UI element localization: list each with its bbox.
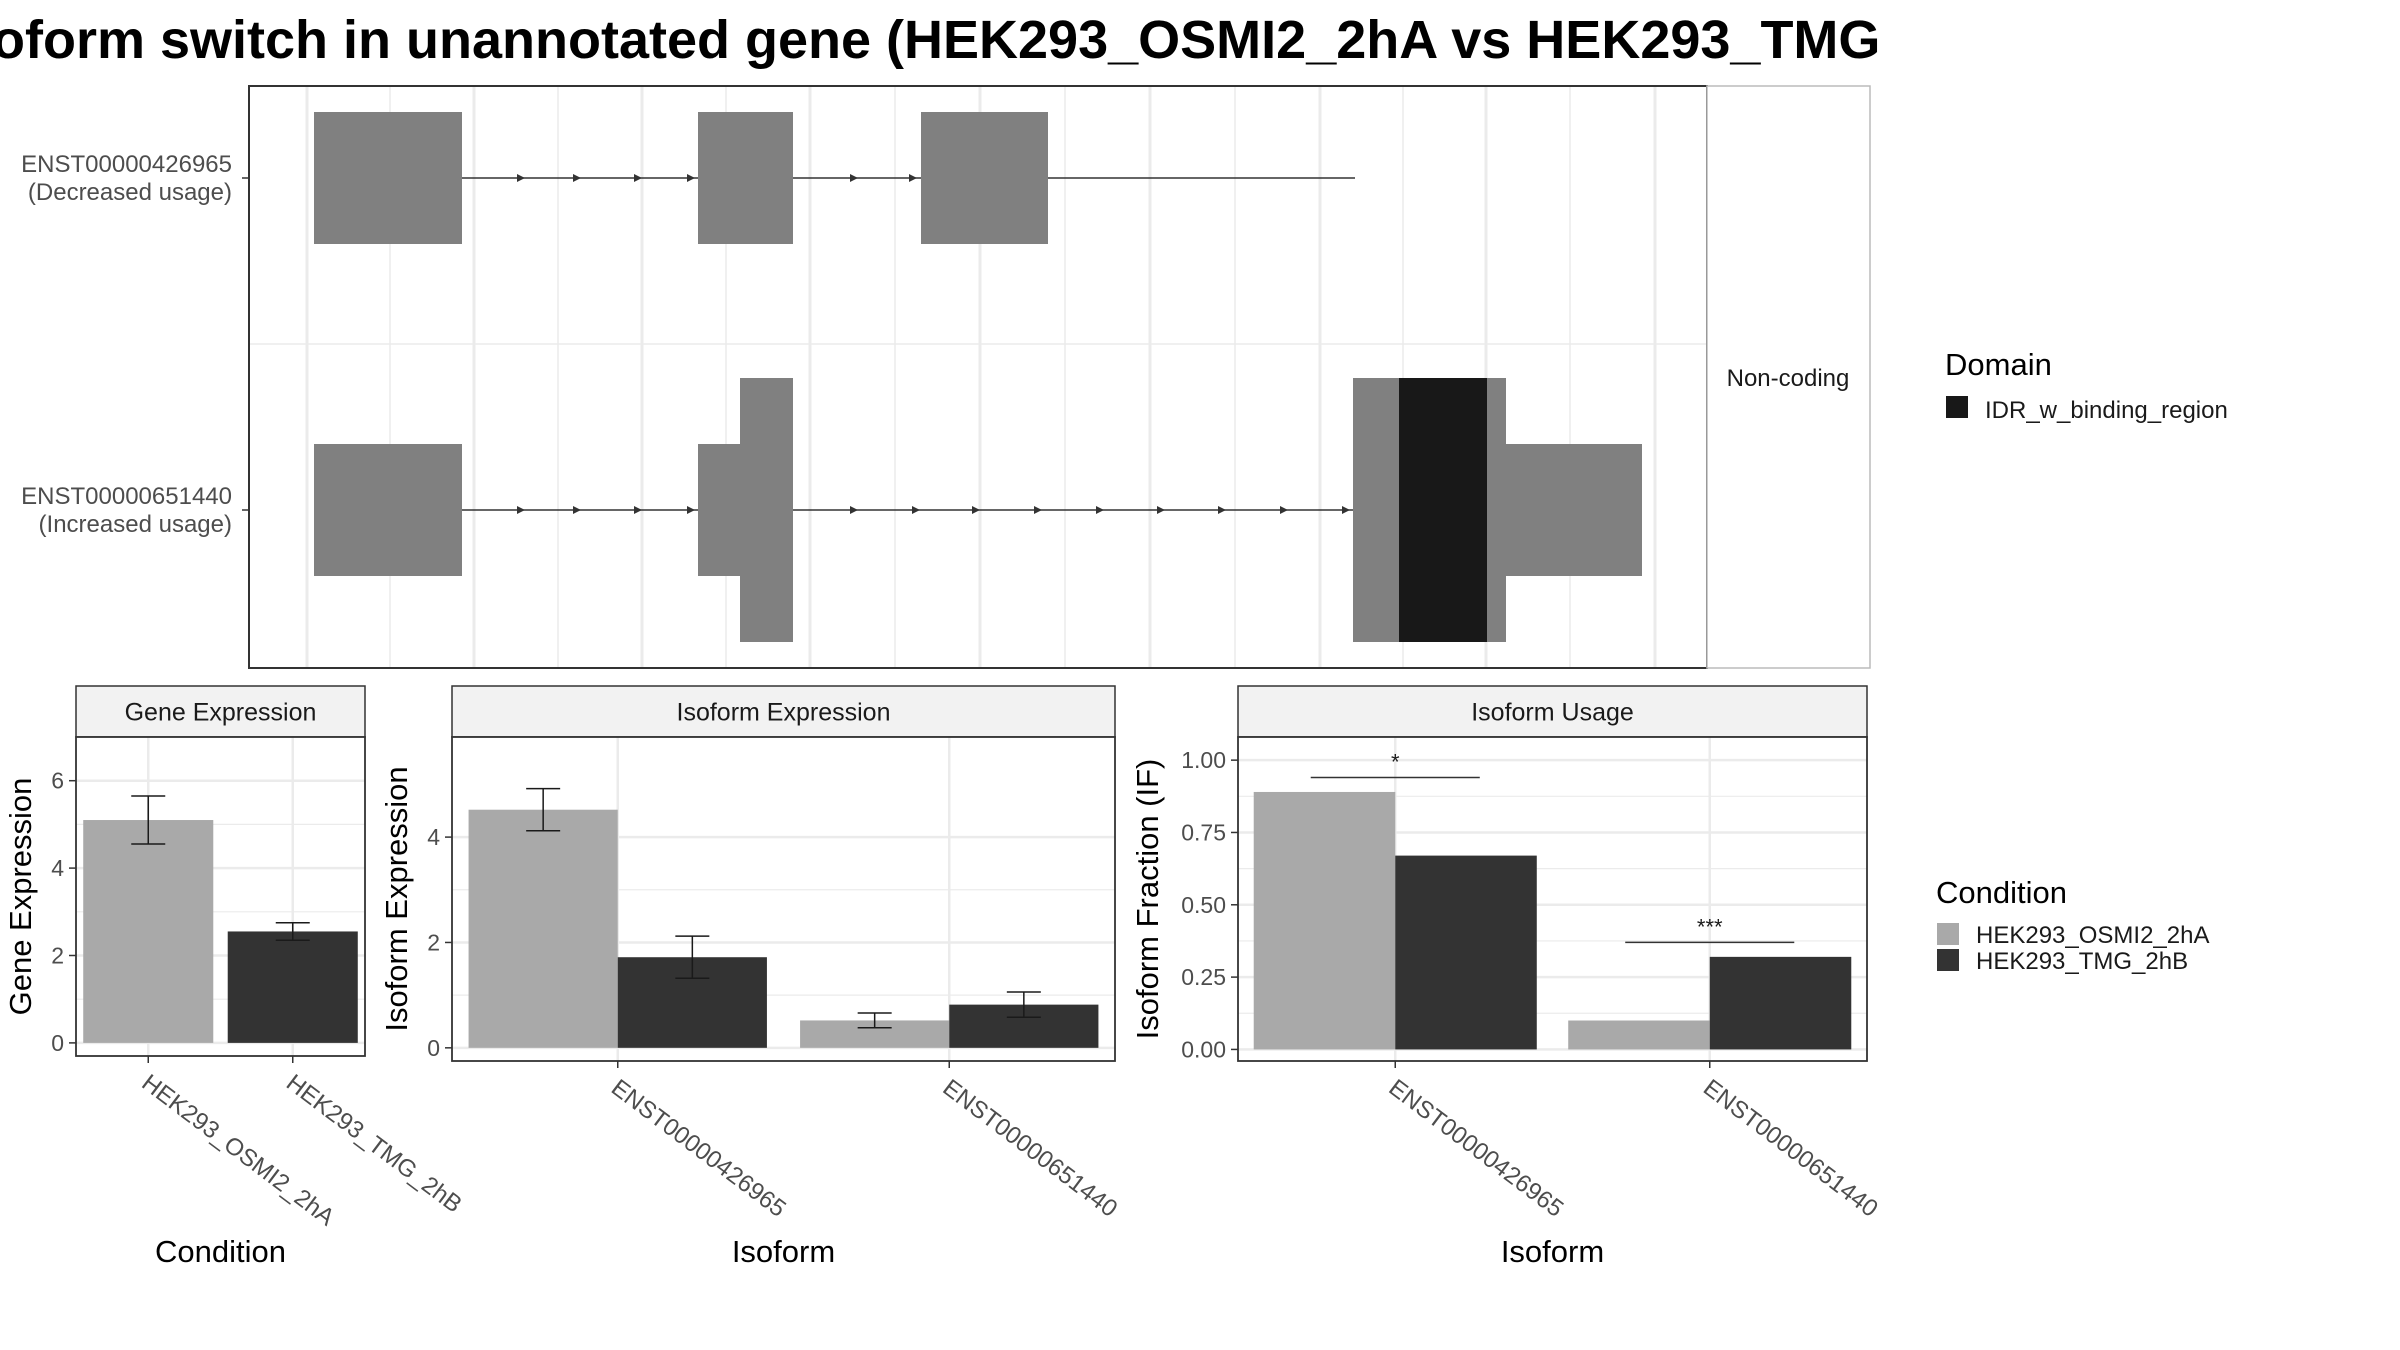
domain-block [1399,378,1487,642]
y-tick-label: 2 [51,942,64,968]
y-tick-label: 0.75 [1181,819,1226,845]
isoform-track [314,112,1355,244]
x-tick-label: ENST00000651440 [1698,1074,1883,1222]
intron-direction-arrow [972,506,980,514]
legend-swatch [1937,923,1959,945]
panel-strip-title: Isoform Usage [1471,699,1634,727]
intron-direction-arrow [1157,506,1165,514]
exon-block-coding [740,378,793,642]
intron-direction-arrow [850,506,858,514]
y-tick-label: 6 [51,768,64,794]
facet-strip [1706,85,1871,669]
intron-direction-arrow [1034,506,1042,514]
bar [227,931,358,1043]
panel-strip-title: Gene Expression [125,699,317,727]
legend-item-label: HEK293_TMG_2hB [1976,948,2188,975]
isoform-id-label: ENST00000651440 [21,483,232,510]
gene-expression-panel: Gene Expression0246HEK293_OSMI2_2hAHEK29… [3,685,467,1269]
bar [83,820,214,1043]
x-tick-label: ENST00000426965 [606,1074,791,1222]
intron-direction-arrow [912,506,920,514]
intron-direction-arrow [687,506,695,514]
legend-title: Condition [1936,875,2067,910]
y-axis-title: Isoform Expression [379,766,414,1031]
bar [1395,855,1537,1050]
y-tick-label: 2 [427,929,440,955]
isoform-usage-panel: Isoform Usage 0.00 0.25 0.50 0.75 1.00 ENST000… [1130,685,1883,1269]
intron-direction-arrow [1280,506,1288,514]
intron-direction-arrow [687,174,695,182]
exon-block [698,444,740,576]
intron-direction-arrow [573,506,581,514]
intron-direction-arrow [634,174,642,182]
intron-direction-arrow [1096,506,1104,514]
y-tick-label: 4 [51,855,64,881]
x-axis-title: Isoform [732,1234,835,1269]
error-bar [131,795,166,845]
isoform-track [314,378,1642,642]
intron-direction-arrow [634,506,642,514]
exon-block [314,444,462,576]
y-axis-title: Gene Expression [3,778,38,1016]
error-bar [275,921,310,941]
intron-direction-arrow [573,174,581,182]
panel-border [451,736,1116,1062]
intron-direction-arrow [1342,506,1350,514]
intron-direction-arrow [517,174,525,182]
exon-block [1491,444,1642,576]
significance-label: * [1391,750,1400,775]
x-tick-label: ENST00000651440 [938,1074,1123,1222]
error-bar [675,935,710,980]
bar [1709,956,1852,1050]
intron-direction-arrow [909,174,917,182]
x-axis-title: Isoform [1501,1234,1604,1269]
legend-title: Domain [1945,347,2052,382]
panel-strip [1237,685,1868,738]
x-axis-title: Condition [155,1234,286,1269]
bar [1568,1020,1710,1050]
bar [468,809,618,1048]
error-bar [1006,991,1041,1019]
panel-strip [75,685,366,738]
intron-direction-arrow [850,174,858,182]
y-tick-label: 0.25 [1181,964,1226,990]
y-tick-label: 0.50 [1181,892,1226,918]
panel-strip-title: Isoform Expression [677,699,891,727]
facet-strip-label: Non-coding [1727,365,1850,392]
y-tick-label: 0 [51,1030,64,1056]
exon-block [921,112,1048,244]
y-tick-label: 4 [427,824,440,850]
error-bar [857,1012,892,1029]
intron-direction-arrow [1218,506,1226,514]
exon-block [698,112,793,244]
y-tick-label: 1.00 [1181,747,1226,773]
legend-item-label: IDR_w_binding_region [1985,397,2228,424]
y-tick-label: 0.00 [1181,1036,1226,1062]
isoform-id-label: ENST00000426965 [21,151,232,178]
gene-structure-panel: ENST00000426965(Decreased usage) ENST0000… [21,85,1871,669]
isoform-usage-label: (Decreased usage) [28,179,232,206]
legend-item-label: HEK293_OSMI2_2hA [1976,922,2209,949]
significance-label: *** [1697,914,1723,939]
legend-swatch [1937,949,1959,971]
exon-block [314,112,462,244]
y-axis-title: Isoform Fraction (IF) [1130,759,1165,1040]
isoform-expression-panel: Isoform Expression 0 2 4 ENST00000426965 ENST… [379,685,1123,1269]
y-tick-label: 0 [427,1035,440,1061]
intron-direction-arrow [517,506,525,514]
panel-strip [451,685,1116,738]
error-bar [526,787,561,832]
figure-title: oform switch in unannotated gene (HEK293… [0,10,1880,70]
bar [1253,791,1396,1050]
isoform-usage-label: (Increased usage) [39,511,232,538]
panel-border [1237,736,1868,1062]
legend-swatch [1946,396,1968,418]
domain-legend: Domain IDR_w_binding_region [1945,347,2228,424]
x-tick-label: ENST00000426965 [1384,1074,1569,1222]
panel-border [75,736,366,1057]
